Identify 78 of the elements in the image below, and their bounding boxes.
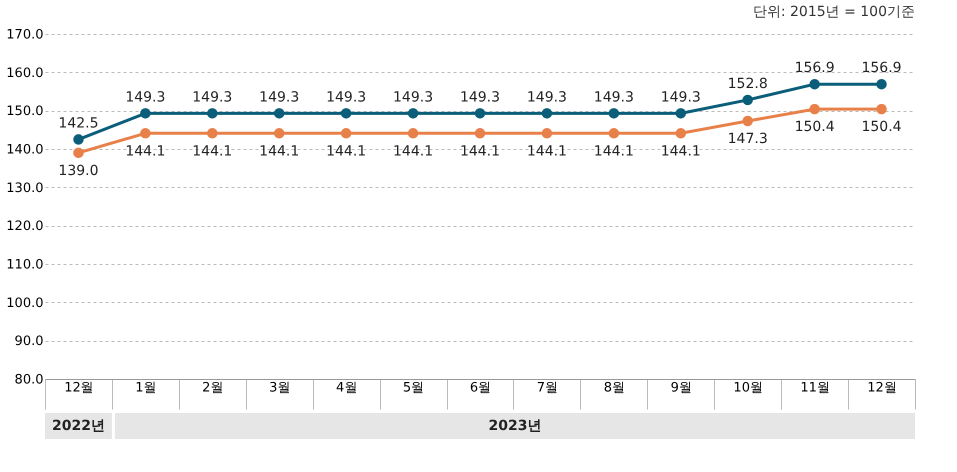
y-tick-label: 130.0 bbox=[6, 180, 44, 196]
y-tick-label: 150.0 bbox=[6, 104, 44, 120]
point bbox=[408, 128, 418, 139]
x-tick-label: 8월 bbox=[604, 380, 625, 396]
data-label: 156.9 bbox=[794, 60, 835, 76]
point bbox=[474, 108, 486, 119]
data-label: 144.1 bbox=[125, 143, 166, 160]
point bbox=[140, 128, 151, 139]
x-tick-label: 2월 bbox=[202, 380, 224, 396]
point bbox=[542, 108, 552, 119]
point bbox=[608, 128, 620, 139]
point bbox=[207, 108, 218, 119]
data-label: 147.3 bbox=[728, 131, 768, 148]
data-label: 149.3 bbox=[192, 89, 232, 106]
point bbox=[140, 108, 151, 119]
data-label: 156.9 bbox=[861, 60, 902, 76]
point bbox=[742, 116, 753, 126]
data-label: 142.5 bbox=[58, 115, 99, 132]
point bbox=[676, 128, 686, 139]
data-label: 149.3 bbox=[526, 89, 567, 106]
x-tick-label: 9월 bbox=[670, 380, 692, 396]
data-label: 144.1 bbox=[594, 143, 634, 160]
text: 2023년 bbox=[488, 418, 542, 434]
y-tick-label: 170.0 bbox=[6, 28, 44, 42]
data-label: 149.3 bbox=[259, 89, 300, 106]
point bbox=[340, 128, 352, 139]
data-label: 144.1 bbox=[393, 143, 434, 160]
point bbox=[274, 108, 284, 119]
point bbox=[676, 108, 686, 119]
point bbox=[809, 104, 820, 114]
x-tick-label: 3월 bbox=[269, 380, 290, 396]
data-label: 149.3 bbox=[594, 89, 634, 106]
data-label: 144.1 bbox=[660, 143, 701, 160]
point bbox=[73, 148, 84, 158]
data-label: 144.1 bbox=[259, 143, 300, 160]
x-tick-label: 6월 bbox=[470, 380, 492, 396]
x-tick-label: 7월 bbox=[536, 380, 558, 396]
x-tick-label: 5월 bbox=[402, 380, 424, 396]
point bbox=[876, 78, 887, 90]
point bbox=[73, 134, 84, 145]
data-label: 144.1 bbox=[526, 143, 567, 160]
x-tick-label: 4월 bbox=[336, 380, 358, 396]
point bbox=[408, 108, 418, 119]
y-tick-label: 140.0 bbox=[6, 142, 44, 158]
data-label: 144.1 bbox=[326, 143, 366, 160]
y-tick-label: 100.0 bbox=[6, 296, 44, 311]
data-label: 144.1 bbox=[460, 143, 500, 160]
point bbox=[340, 108, 352, 119]
x-tick-label: 12월 bbox=[64, 380, 94, 396]
text: 단위: 2015년 = 100기준 bbox=[752, 4, 915, 20]
y-tick-label: 110.0 bbox=[6, 258, 44, 272]
point bbox=[207, 128, 218, 139]
point bbox=[274, 128, 284, 139]
data-label: 152.8 bbox=[728, 76, 768, 92]
point bbox=[876, 104, 887, 114]
y-tick-label: 90.0 bbox=[14, 334, 44, 350]
x-tick-label: 1월 bbox=[135, 380, 157, 396]
point bbox=[474, 128, 486, 139]
data-label: 149.3 bbox=[660, 89, 701, 106]
data-label: 150.4 bbox=[794, 119, 835, 136]
x-tick-label: 10월 bbox=[733, 380, 763, 396]
data-label: 150.4 bbox=[861, 119, 902, 136]
y-tick-label: 160.0 bbox=[6, 66, 44, 81]
y-tick-label: 120.0 bbox=[6, 219, 44, 234]
y-tick-label: 80.0 bbox=[14, 372, 44, 388]
x-tick-label: 11월 bbox=[800, 380, 830, 396]
data-label: 144.1 bbox=[192, 143, 232, 160]
point bbox=[742, 94, 753, 106]
text: 2022년 bbox=[52, 418, 105, 434]
point bbox=[542, 128, 552, 139]
point bbox=[608, 108, 620, 119]
data-label: 139.0 bbox=[58, 162, 99, 179]
data-label: 149.3 bbox=[393, 89, 434, 106]
data-label: 149.3 bbox=[326, 89, 366, 106]
data-label: 149.3 bbox=[125, 89, 166, 106]
data-label: 149.3 bbox=[460, 89, 500, 106]
x-tick-label: 12월 bbox=[867, 380, 897, 396]
point bbox=[809, 78, 820, 90]
